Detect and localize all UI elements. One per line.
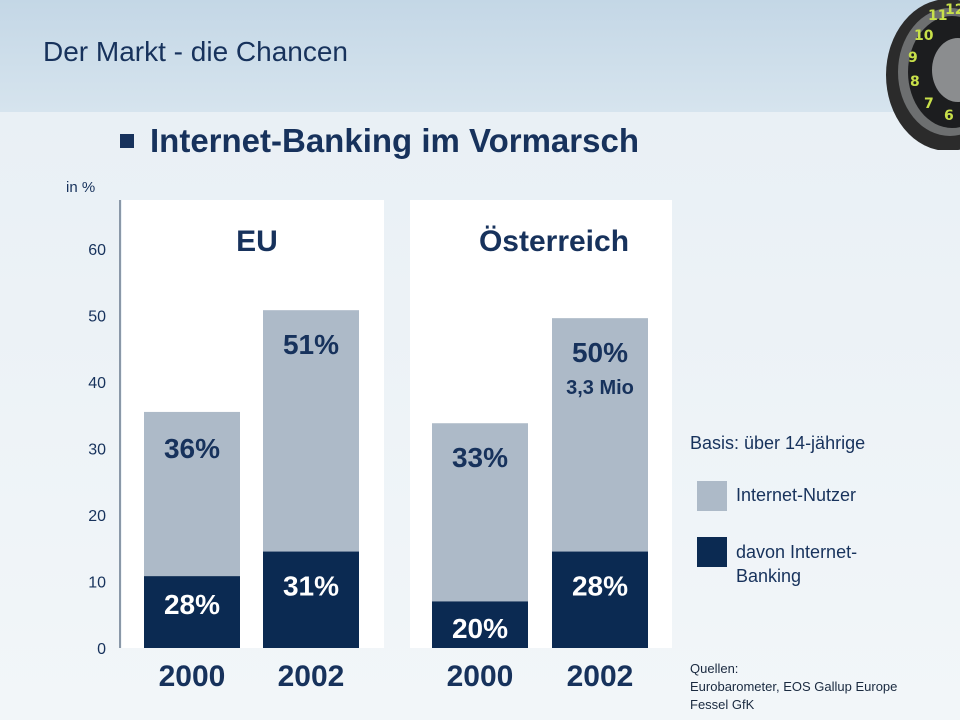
y-tick-label: 60 [88, 242, 106, 259]
group-label: Österreich [479, 225, 629, 258]
legend-label-internet-users: Internet-Nutzer [736, 485, 857, 505]
data-label-users-sub: 3,3 Mio [566, 377, 634, 399]
legend-label-line-1: davon Internet- [736, 542, 858, 562]
heading-text: Internet-Banking im Vormarsch [150, 122, 639, 159]
basis-note: Basis: über 14-jährige [690, 433, 866, 453]
svg-text:8: 8 [910, 74, 920, 90]
svg-text:12: 12 [945, 2, 960, 18]
group-label: EU [236, 225, 278, 258]
legend-swatch-internet-users [697, 481, 727, 511]
sources-heading: Quellen: [690, 661, 739, 676]
data-label-users: 51% [283, 329, 339, 360]
clock-icon: 10 11 12 9 8 7 6 [886, 0, 960, 150]
data-label-banking: 20% [452, 613, 508, 644]
bar-internet-banking [263, 551, 359, 648]
data-label-users: 36% [164, 433, 220, 464]
svg-text:11: 11 [928, 8, 947, 24]
bar-internet-banking [144, 576, 240, 648]
data-label-banking: 28% [572, 571, 628, 602]
svg-text:7: 7 [924, 96, 934, 112]
svg-text:9: 9 [908, 50, 918, 66]
data-label-users: 33% [452, 442, 508, 473]
legend-label-internet-banking: davon Internet- Banking [736, 540, 857, 588]
y-tick-label: 50 [88, 309, 106, 326]
sources: Quellen: Eurobarometer, EOS Gallup Europ… [690, 660, 897, 714]
data-label-banking: 31% [283, 571, 339, 602]
main-heading: Internet-Banking im Vormarsch [120, 122, 639, 160]
bar-internet-banking [432, 601, 528, 648]
bar-internet-banking [552, 551, 648, 648]
data-label-users: 50% [572, 337, 628, 368]
slide-title: Der Markt - die Chancen [43, 36, 349, 67]
svg-text:6: 6 [944, 108, 954, 124]
y-tick-label: 30 [88, 442, 106, 459]
header-band [0, 0, 960, 112]
source-line-1: Eurobarometer, EOS Gallup Europe [690, 679, 898, 694]
x-tick-label: 2000 [447, 660, 514, 693]
heading-bullet [120, 134, 134, 148]
legend-swatch-internet-banking [697, 537, 727, 567]
svg-text:10: 10 [914, 28, 934, 44]
y-unit-label: in % [66, 179, 95, 196]
y-tick-label: 20 [88, 508, 106, 525]
y-tick-label: 10 [88, 575, 106, 592]
x-tick-label: 2002 [567, 660, 634, 693]
legend-label-line-2: Banking [736, 566, 802, 586]
y-tick-label: 0 [97, 641, 106, 658]
source-line-2: Fessel GfK [690, 697, 755, 712]
data-label-banking: 28% [164, 589, 220, 620]
x-tick-label: 2000 [159, 660, 226, 693]
x-tick-label: 2002 [278, 660, 345, 693]
y-tick-label: 40 [88, 375, 106, 392]
